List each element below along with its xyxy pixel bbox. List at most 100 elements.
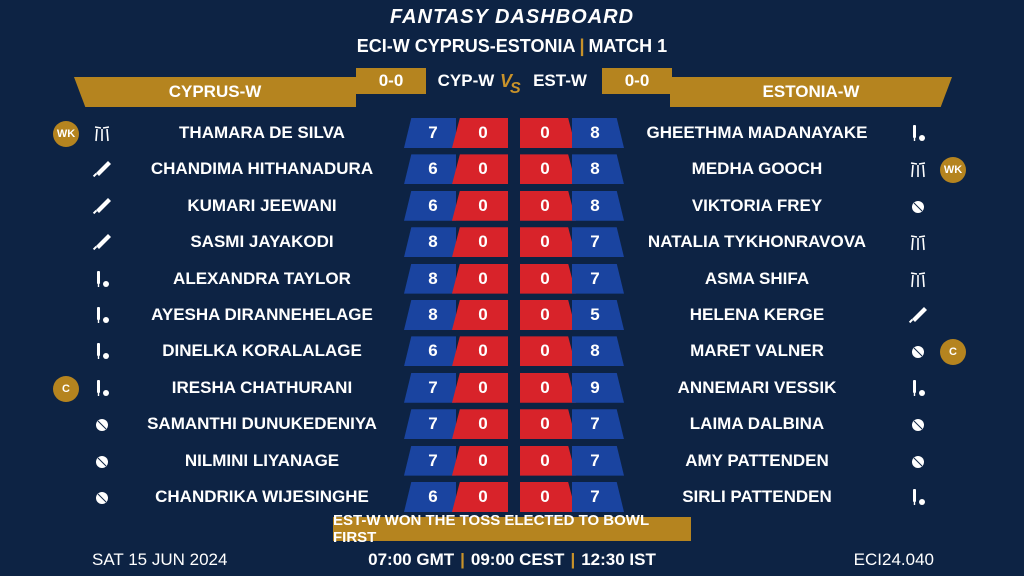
- dashboard-title: FANTASY DASHBOARD: [389, 6, 635, 28]
- player-row: C IRESHA CHATHURANI 7 0 0 9 ANNEMARI VESSIK: [0, 372, 1024, 404]
- wicket-stumps-icon: [908, 269, 928, 289]
- left-team-banner: CYPRUS-W: [74, 77, 356, 107]
- left-player-credit: 7: [404, 409, 456, 440]
- left-player-points: 0: [452, 118, 508, 148]
- wicketkeeper-badge: WK: [940, 157, 966, 184]
- cricket-ball-icon: [92, 487, 112, 507]
- right-player-points: 0: [520, 482, 576, 512]
- right-player-name: GHEETHMA MADANAYAKE: [646, 123, 868, 142]
- right-player-points: 0: [520, 263, 576, 294]
- wicket-stumps-icon: [908, 159, 928, 179]
- left-player-points: 0: [452, 409, 508, 440]
- cricket-bat-icon: [92, 232, 112, 252]
- right-player-credit: 7: [572, 227, 624, 258]
- left-player-credit: 7: [404, 372, 456, 403]
- left-player-points: 0: [452, 154, 508, 185]
- bat-and-ball-icon: [908, 123, 928, 143]
- toss-banner: EST-W WON THE TOSS ELECTED TO BOWL FIRST: [333, 512, 691, 546]
- left-player-credit: 8: [404, 227, 456, 258]
- left-player-credit: 7: [404, 118, 456, 148]
- left-player-name: SAMANTHI DUNUKEDENIYA: [147, 414, 377, 434]
- separator: |: [570, 550, 576, 569]
- captain-badge: C: [940, 339, 966, 366]
- right-player-points: 0: [520, 190, 576, 221]
- bat-and-ball-icon: [92, 305, 112, 325]
- left-player-name: THAMARA DE SILVA: [179, 123, 345, 142]
- right-player-credit: 7: [572, 445, 624, 476]
- vs-icon: V S: [500, 71, 521, 95]
- separator: |: [579, 36, 585, 56]
- cricket-bat-icon: [908, 305, 928, 325]
- right-team-banner: ESTONIA-W: [670, 77, 952, 107]
- cricket-ball-icon: [908, 196, 928, 216]
- right-player-credit: 8: [572, 190, 624, 221]
- right-player-name: MARET VALNER: [690, 341, 824, 361]
- right-player-credit: 8: [572, 118, 624, 148]
- left-player-points: 0: [452, 336, 508, 367]
- player-row: WK THAMARA DE SILVA 7 0 0 8 GHEETHMA MADANAYAK…: [0, 117, 1024, 149]
- left-player-name: CHANDIMA HITHANADURA: [150, 159, 374, 179]
- left-player-name: NILMINI LIYANAGE: [184, 450, 340, 470]
- player-row: ALEXANDRA TAYLOR 8 0 0 7 ASMA SHIFA: [0, 263, 1024, 295]
- separator: |: [460, 550, 465, 569]
- right-player-points: 0: [520, 409, 576, 440]
- svg-text:V: V: [500, 71, 514, 91]
- cricket-bat-icon: [92, 159, 112, 179]
- left-player-points: 0: [452, 190, 508, 221]
- left-player-name: DINELKA KORALALAGE: [162, 341, 362, 361]
- right-player-points: 0: [520, 372, 576, 403]
- time-cest: 09:00 CEST: [470, 550, 565, 569]
- left-player-points: 0: [452, 445, 508, 476]
- right-player-points: 0: [520, 118, 576, 148]
- cricket-ball-icon: [908, 341, 928, 361]
- match-code: ECI24.040: [853, 550, 934, 569]
- right-player-name: SIRLI PATTENDEN: [682, 487, 832, 506]
- wicket-stumps-icon: [92, 123, 112, 143]
- bat-and-ball-icon: [92, 341, 112, 361]
- right-player-points: 0: [520, 227, 576, 258]
- left-team-abbr: CYP-W: [437, 71, 495, 90]
- right-player-credit: 7: [572, 263, 624, 294]
- right-player-credit: 7: [572, 409, 624, 440]
- right-player-points: 0: [520, 336, 576, 367]
- left-player-name: ALEXANDRA TAYLOR: [173, 268, 351, 288]
- left-player-name: AYESHA DIRANNEHELAGE: [151, 305, 373, 324]
- player-row: NILMINI LIYANAGE 7 0 0 7 AMY PATTENDEN: [0, 445, 1024, 477]
- time-gmt: 07:00 GMT: [368, 550, 455, 569]
- left-player-points: 0: [452, 300, 508, 330]
- match-number: MATCH 1: [588, 36, 668, 56]
- player-row: CHANDIMA HITHANADURA 6 0 0 8 MEDHA GOOCH WK: [0, 153, 1024, 185]
- bat-and-ball-icon: [92, 269, 112, 289]
- tournament-name: ECI-W CYPRUS-ESTONIA: [356, 36, 576, 56]
- vs-logo: V S: [497, 66, 527, 96]
- left-player-credit: 8: [404, 300, 456, 330]
- right-player-name: VIKTORIA FREY: [691, 195, 823, 215]
- wicket-stumps-icon: [908, 232, 928, 252]
- match-date: SAT 15 JUN 2024: [92, 550, 228, 569]
- left-player-credit: 6: [404, 336, 456, 367]
- left-player-points: 0: [452, 482, 508, 512]
- right-player-credit: 5: [572, 300, 624, 330]
- left-player-points: 0: [452, 263, 508, 294]
- cricket-ball-icon: [908, 414, 928, 434]
- cricket-ball-icon: [92, 451, 112, 471]
- match-subtitle: ECI-W CYPRUS-ESTONIA | MATCH 1: [0, 36, 1024, 57]
- left-player-name: KUMARI JEEWANI: [187, 195, 337, 215]
- player-row: SASMI JAYAKODI 8 0 0 7 NATALIA TYKHONRAVOVA: [0, 226, 1024, 258]
- player-row: DINELKA KORALALAGE 6 0 0 8 MARET VALNER C: [0, 335, 1024, 367]
- player-row: SAMANTHI DUNUKEDENIYA 7 0 0 7 LAIMA DALBINA: [0, 408, 1024, 440]
- left-player-credit: 6: [404, 190, 456, 221]
- captain-badge: C: [53, 375, 79, 402]
- right-player-points: 0: [520, 445, 576, 476]
- right-player-name: AMY PATTENDEN: [685, 450, 829, 470]
- right-player-name: ASMA SHIFA: [704, 268, 810, 288]
- left-player-name: IRESHA CHATHURANI: [171, 377, 353, 397]
- bat-and-ball-icon: [908, 487, 928, 507]
- match-times: 07:00 GMT | 09:00 CEST | 12:30 IST: [0, 548, 1024, 572]
- left-player-points: 0: [452, 227, 508, 258]
- player-row: KUMARI JEEWANI 6 0 0 8 VIKTORIA FREY: [0, 190, 1024, 222]
- right-team-score: 0-0: [602, 68, 672, 94]
- right-player-points: 0: [520, 154, 576, 185]
- left-team-score: 0-0: [356, 68, 426, 94]
- left-player-credit: 6: [404, 482, 456, 512]
